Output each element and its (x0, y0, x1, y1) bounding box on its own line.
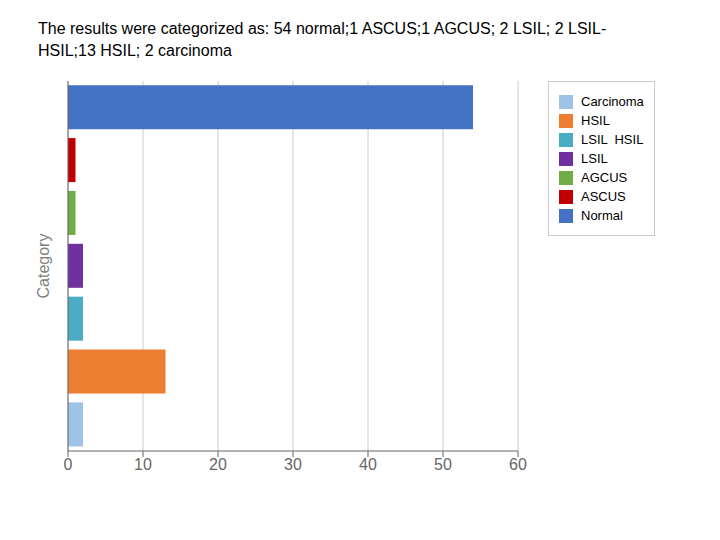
svg-text:60: 60 (509, 457, 527, 474)
html-text:The results were categorized a: The results were categorized as: 54 norm… (38, 20, 607, 37)
svg-text:20: 20 (209, 457, 227, 474)
svg-text:0: 0 (64, 457, 73, 474)
html-text:LSIL: LSIL (581, 151, 608, 167)
html-text:Carcinoma: Carcinoma (581, 94, 644, 110)
svg-text:50: 50 (434, 457, 452, 474)
svg-text:10: 10 (134, 457, 152, 474)
html-text:AGCUS: AGCUS (581, 170, 628, 186)
html-text:Normal: Normal (581, 208, 623, 224)
html-text:HSIL;13 HSIL; 2 carcinoma: HSIL;13 HSIL; 2 carcinoma (38, 41, 232, 59)
html-text:HSIL: HSIL (581, 113, 610, 129)
svg-text:Category: Category (35, 234, 52, 299)
html-text:ASCUS: ASCUS (581, 189, 626, 205)
html-text:LSIL HSIL: LSIL HSIL (581, 132, 644, 148)
svg-text:40: 40 (359, 457, 377, 474)
svg-text:30: 30 (284, 457, 302, 474)
